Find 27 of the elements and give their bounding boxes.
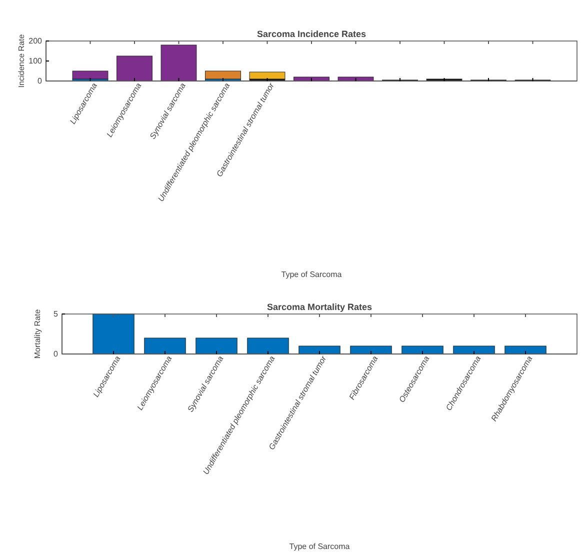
y-axis-title: Mortality Rate xyxy=(33,308,42,359)
chart-title: Sarcoma Incidence Rates xyxy=(256,29,366,39)
x-axis-title: Type of Sarcoma xyxy=(281,270,342,279)
bar xyxy=(247,338,289,354)
bar xyxy=(205,70,241,80)
y-tick-label: 0 xyxy=(54,350,59,359)
bar xyxy=(338,76,374,82)
bar xyxy=(196,338,238,354)
bar xyxy=(402,346,444,354)
bar xyxy=(160,44,197,82)
bar xyxy=(350,346,392,354)
bar xyxy=(249,72,286,80)
y-tick-label: 200 xyxy=(28,36,43,46)
bar xyxy=(298,346,340,354)
y-axis-title: Incidence Rate xyxy=(17,34,26,88)
bar xyxy=(453,346,495,354)
bar xyxy=(116,56,152,82)
bar xyxy=(144,338,186,354)
y-tick-label: 100 xyxy=(28,56,43,66)
bar xyxy=(504,346,546,354)
bar xyxy=(92,314,134,354)
x-axis-title: Type of Sarcoma xyxy=(289,542,350,551)
bar xyxy=(294,76,330,82)
y-tick-label: 5 xyxy=(54,310,59,319)
chart-title: Sarcoma Mortality Rates xyxy=(266,302,372,312)
y-tick-label: 0 xyxy=(38,76,43,86)
bar xyxy=(72,70,108,80)
